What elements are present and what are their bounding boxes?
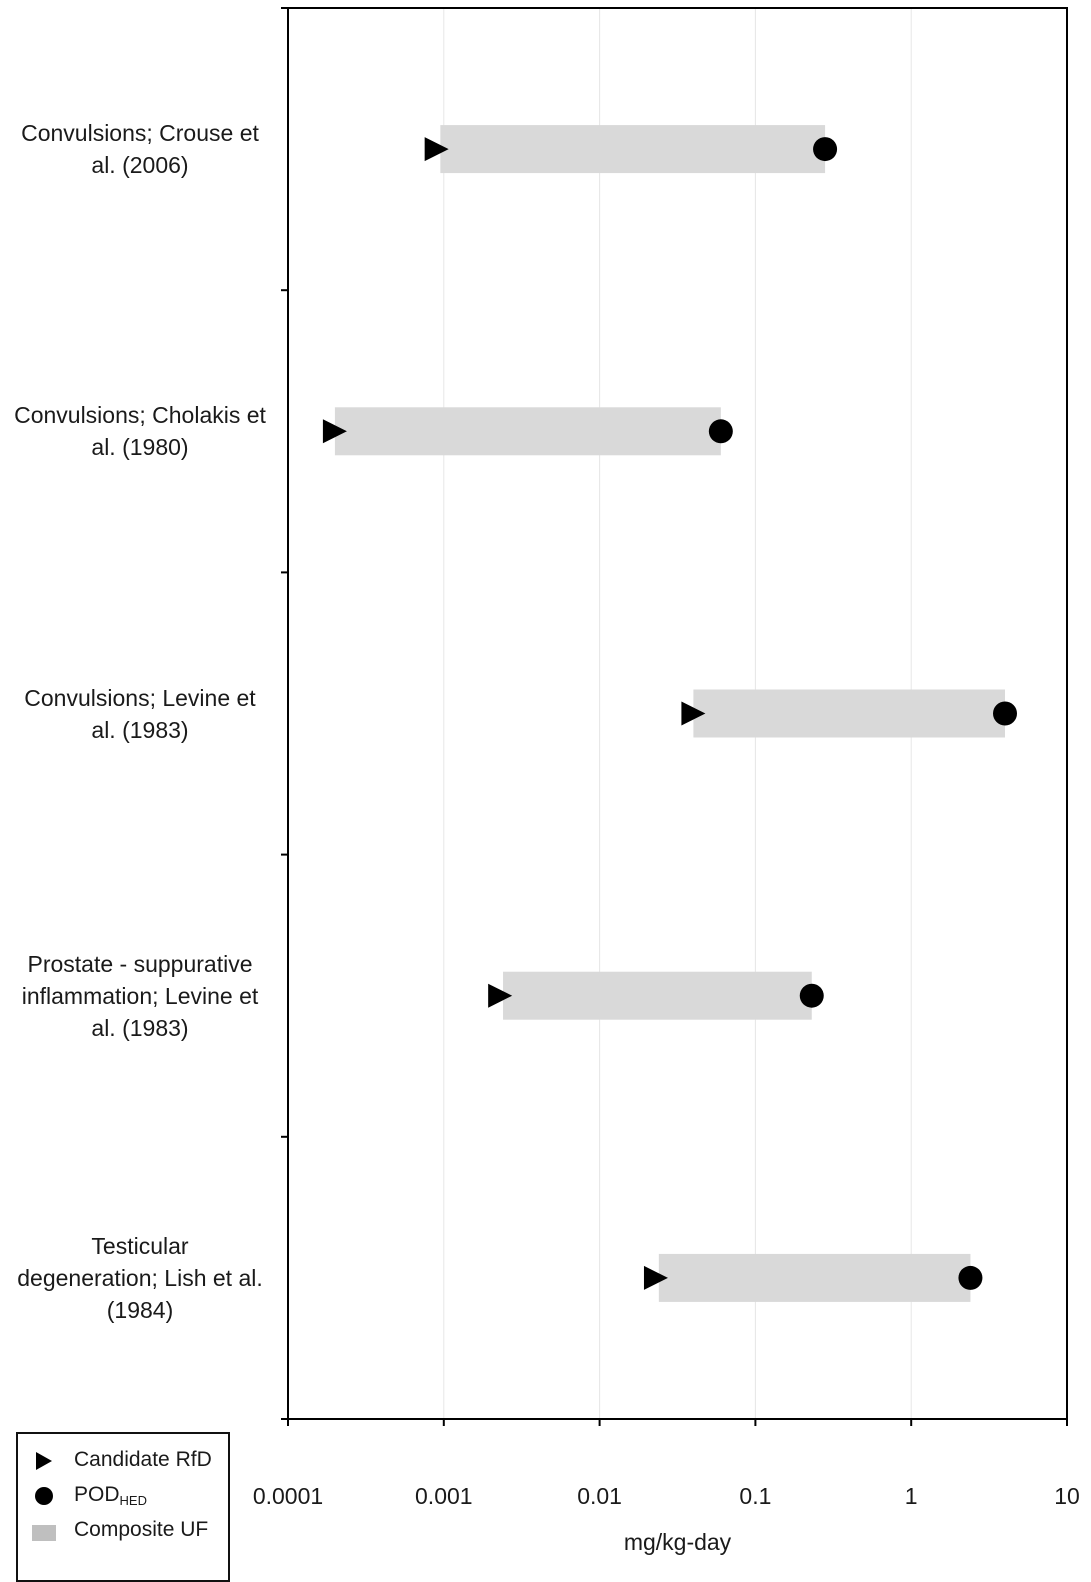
legend-item-candidate-rfd: Candidate RfD: [18, 1444, 228, 1476]
legend-label-candidate-rfd: Candidate RfD: [74, 1448, 212, 1471]
x-tick-label: 0.1: [739, 1483, 771, 1509]
category-label: Convulsions; Cholakis et al. (1980): [0, 399, 280, 463]
x-tick-label: 0.01: [577, 1483, 622, 1509]
category-label: Convulsions; Crouse et al. (2006): [0, 117, 280, 181]
triangle-marker-icon: [36, 1452, 52, 1470]
category-label-line: Convulsions; Crouse et: [21, 120, 259, 147]
x-tick-label: 10: [1054, 1483, 1080, 1509]
composite-uf-bar: [440, 125, 826, 174]
category-label: Testicular degeneration; Lish et al. (1984…: [0, 1230, 280, 1326]
category-label-line: inflammation; Levine et: [21, 982, 259, 1009]
plot-frame: [287, 7, 1068, 1420]
legend-pod-subscript: HED: [119, 1493, 147, 1508]
legend-item-pod-hed: PODHED: [18, 1479, 228, 1511]
category-label-line: Convulsions; Cholakis et: [14, 402, 266, 429]
pod-hed-marker: [958, 1265, 983, 1290]
category-label-line: Convulsions; Levine et: [24, 684, 256, 711]
category-label-line: al. (1983): [91, 1014, 189, 1041]
composite-uf-bar: [503, 971, 812, 1020]
pod-hed-marker: [993, 701, 1018, 726]
pod-hed-marker: [708, 419, 733, 444]
x-tick-label: 0.0001: [253, 1483, 323, 1509]
x-tick-label: 1: [905, 1483, 918, 1509]
circle-marker-icon: [35, 1487, 53, 1505]
gray-bar-swatch-icon: [32, 1525, 56, 1541]
legend-label-pod-hed: PODHED: [74, 1481, 147, 1515]
candidate-rfd-marker: [643, 1265, 668, 1290]
category-label-line: al. (1983): [91, 716, 189, 743]
composite-uf-bar: [693, 689, 1006, 738]
candidate-rfd-marker: [424, 137, 449, 162]
category-label: Prostate - suppurative inflammation; Levi…: [0, 948, 280, 1044]
candidate-rfd-marker: [488, 983, 513, 1008]
pod-hed-marker: [799, 983, 824, 1008]
candidate-rfd-marker: [322, 419, 347, 444]
legend-label-composite-uf: Composite UF: [74, 1518, 209, 1541]
category-label: Convulsions; Levine et al. (1983): [0, 682, 280, 746]
candidate-rfd-marker: [681, 701, 706, 726]
legend-pod-main: POD: [74, 1483, 120, 1506]
legend: Candidate RfD PODHED Composite UF: [16, 1432, 230, 1582]
legend-item-composite-uf: Composite UF: [18, 1514, 228, 1546]
composite-uf-bar: [334, 407, 721, 456]
category-label-line: degeneration; Lish et al.: [17, 1264, 263, 1291]
x-tick-label: 0.001: [415, 1483, 473, 1509]
category-label-line: al. (1980): [91, 434, 189, 461]
x-axis-title: mg/kg-day: [624, 1529, 732, 1555]
pod-hed-marker: [813, 137, 838, 162]
composite-uf-bar: [658, 1253, 971, 1302]
category-label-line: (1984): [106, 1296, 174, 1323]
category-label-line: al. (2006): [91, 152, 189, 179]
category-label-line: Testicular: [91, 1232, 189, 1259]
category-label-line: Prostate - suppurative: [27, 950, 253, 977]
